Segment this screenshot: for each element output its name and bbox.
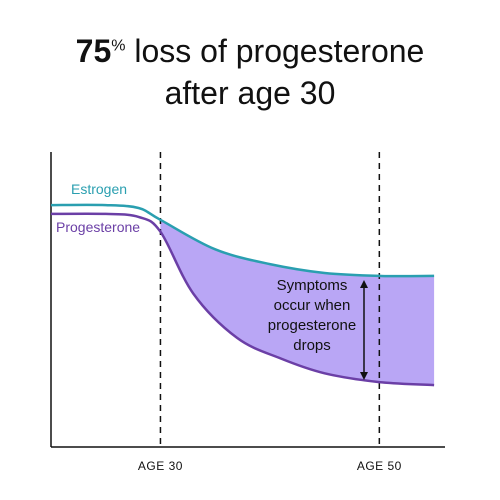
title-line-2: after age 30 (164, 75, 336, 111)
arrow-head-up (360, 280, 368, 288)
title-highlight: 75 (75, 33, 112, 69)
chart-title: 75% loss of progesterone after age 30 (0, 30, 500, 114)
series-label-progesterone: Progesterone (56, 219, 140, 235)
annotation-line: occur when (274, 297, 351, 314)
plot-area: Estrogen Progesterone AGE 30 AGE 50 Symptoms… (50, 152, 445, 473)
x-tick-label: AGE 50 (357, 459, 402, 473)
arrow-head-down (360, 372, 368, 380)
x-tick-label: AGE 30 (138, 459, 183, 473)
title-percent: % (111, 37, 126, 55)
annotation-line: drops (293, 337, 331, 354)
gap-fill-area (160, 219, 435, 386)
annotation-line: progesterone (268, 317, 356, 334)
series-line-estrogen (50, 203, 435, 278)
series-line-progesterone (50, 212, 435, 387)
title-line-1-text: loss of progesterone (125, 33, 425, 69)
annotation-line: Symptoms (277, 277, 348, 294)
series-label-estrogen: Estrogen (71, 181, 127, 197)
title-line-1: 75% loss of progesterone (0, 30, 500, 72)
